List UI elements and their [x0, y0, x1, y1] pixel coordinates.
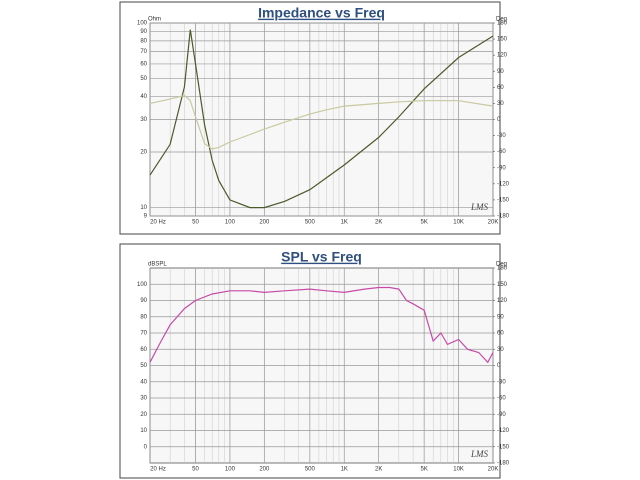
x-tick-label: 10K	[453, 220, 464, 226]
y-tick-label: 20	[140, 412, 147, 418]
x-tick-label: 50	[192, 467, 199, 473]
y2-tick-label: 90	[497, 69, 504, 75]
x-tick-label: 200	[259, 220, 270, 226]
x-tick-label: 20K	[488, 467, 499, 473]
y-tick-label: 10	[140, 428, 147, 434]
y2-tick-label: 120	[497, 53, 508, 59]
x-tick-label: 20 Hz	[150, 220, 166, 226]
y-tick-label: 10	[140, 205, 147, 211]
x-tick-label: 100	[225, 467, 236, 473]
y-tick-label: 70	[140, 49, 147, 55]
y2-tick-label: 30	[497, 101, 504, 107]
y2-tick-label: 120	[497, 298, 508, 304]
x-tick-label: 20K	[488, 220, 499, 226]
y2-tick-label: 90	[497, 314, 504, 320]
y2-tick-label: 150	[497, 282, 508, 288]
chart-title: SPL vs Freq	[281, 249, 362, 265]
y2-tick-label: -30	[497, 379, 506, 385]
y-tick-label: 9	[144, 214, 148, 220]
y-tick-label: 90	[140, 29, 147, 35]
y2-tick-label: -90	[497, 165, 506, 171]
y-tick-label: 30	[140, 396, 147, 402]
y2-tick-label: -120	[497, 428, 510, 434]
y-tick-label: 20	[140, 150, 147, 156]
chart-title: Impedance vs Freq	[258, 5, 385, 21]
y2-tick-label: -180	[497, 214, 510, 220]
annotation: LMS	[470, 202, 489, 212]
y-tick-label: 100	[137, 21, 148, 27]
x-tick-label: 10K	[453, 467, 464, 473]
y-tick-label: 30	[140, 117, 147, 123]
x-tick-label: 500	[305, 467, 316, 473]
x-tick-label: 2K	[375, 467, 382, 473]
y2-axis-label: Deg	[496, 17, 507, 23]
y-axis-label: Ohm	[148, 17, 161, 23]
y-tick-label: 60	[140, 62, 147, 68]
y2-tick-label: -60	[497, 396, 506, 402]
x-tick-label: 1K	[341, 467, 348, 473]
y2-tick-label: 0	[497, 363, 501, 369]
x-tick-label: 50	[192, 220, 199, 226]
y2-tick-label: 150	[497, 37, 508, 43]
y2-tick-label: -150	[497, 197, 510, 203]
y-tick-label: 70	[140, 331, 147, 337]
y-axis-label: dBSPL	[148, 262, 167, 268]
series-line	[149, 29, 494, 209]
y2-tick-label: -120	[497, 181, 510, 187]
y-tick-label: 50	[140, 76, 147, 82]
x-tick-label: 2K	[375, 220, 382, 226]
y-tick-label: 60	[140, 347, 147, 353]
y-tick-label: 50	[140, 363, 147, 369]
y2-tick-label: 60	[497, 85, 504, 91]
x-tick-label: 5K	[420, 220, 427, 226]
y2-tick-label: -180	[497, 461, 510, 467]
x-tick-label: 5K	[420, 467, 427, 473]
y2-tick-label: 30	[497, 347, 504, 353]
series-line	[149, 286, 494, 364]
y2-tick-label: -90	[497, 412, 506, 418]
y2-tick-label: -150	[497, 444, 510, 450]
y-tick-label: 100	[137, 282, 148, 288]
y2-tick-label: -30	[497, 133, 506, 139]
y-tick-label: 80	[140, 314, 147, 320]
annotation: LMS	[470, 449, 489, 459]
y2-axis-label: Deg	[496, 262, 507, 268]
y2-tick-label: -60	[497, 149, 506, 155]
y2-tick-label: 60	[497, 331, 504, 337]
y-tick-label: 80	[140, 38, 147, 44]
y2-tick-label: 0	[497, 117, 501, 123]
series-line	[149, 94, 494, 150]
x-tick-label: 1K	[341, 220, 348, 226]
y2-tick-label: 180	[497, 21, 508, 27]
x-tick-label: 20 Hz	[150, 467, 166, 473]
y-tick-label: 90	[140, 298, 147, 304]
x-tick-label: 500	[305, 220, 316, 226]
y-tick-label: 40	[140, 94, 147, 100]
y-tick-label: 0	[144, 444, 148, 450]
y-tick-label: 40	[140, 379, 147, 385]
x-tick-label: 100	[225, 220, 236, 226]
x-tick-label: 200	[259, 467, 270, 473]
y2-tick-label: 180	[497, 266, 508, 272]
